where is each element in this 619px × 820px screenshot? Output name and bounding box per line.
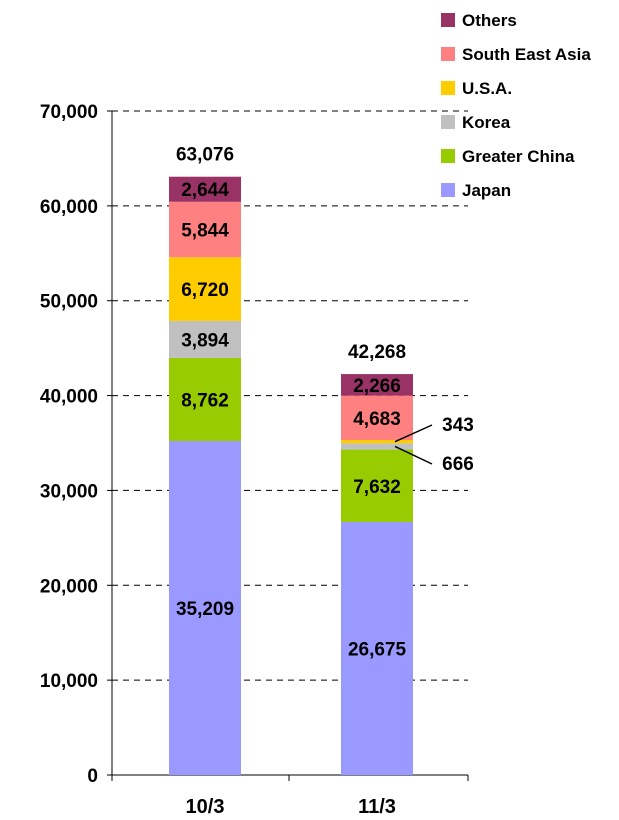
- bar-segment: [341, 374, 413, 396]
- y-tick-label: 20,000: [40, 576, 98, 597]
- bar-segment: [169, 201, 241, 258]
- legend-swatch: [441, 149, 455, 163]
- callout-leader-line: [394, 445, 433, 465]
- bar-total-label: 63,076: [176, 145, 234, 166]
- segment-value-label: 3,894: [181, 330, 229, 351]
- bar-segment: [341, 395, 413, 441]
- legend-swatch: [441, 81, 455, 95]
- x-category-label: 11/3: [358, 796, 396, 818]
- bar-segment: [341, 440, 413, 444]
- callout-value-label: 343: [442, 415, 474, 436]
- segment-value-label: 6,720: [181, 280, 229, 301]
- segment-value-label: 7,632: [353, 477, 401, 498]
- legend-swatch: [441, 115, 455, 129]
- legend-label: U.S.A.: [462, 79, 512, 98]
- gridlines: [112, 110, 468, 681]
- y-tick-label: 30,000: [40, 481, 98, 502]
- bar-segment: [341, 443, 413, 450]
- bar-segment: [169, 357, 241, 442]
- bar-segment: [169, 320, 241, 358]
- legend-label: Korea: [462, 113, 511, 132]
- y-tick-label: 50,000: [40, 292, 98, 313]
- legend-label: Greater China: [462, 147, 575, 166]
- legend-label: South East Asia: [462, 45, 591, 64]
- bars: [169, 176, 413, 775]
- legend: Others South East Asia U.S.A. Korea Greater …: [441, 11, 591, 200]
- segment-value-label: 2,266: [353, 376, 401, 397]
- legend-swatch: [441, 47, 455, 61]
- callout-value-label: 666: [442, 454, 474, 475]
- legend-label: Japan: [462, 181, 511, 200]
- axes: 0 10,000 20,000 30,000 40,000 50,000 60,000 70,…: [40, 102, 469, 818]
- bar-segment: [169, 257, 241, 321]
- segment-value-label: 35,209: [176, 599, 234, 620]
- x-category-label: 10/3: [186, 796, 225, 818]
- segment-value-label: 5,844: [181, 221, 229, 242]
- legend-swatch: [441, 183, 455, 197]
- data-labels: 35,209 8,762 3,894 6,720 5,844 2,644 63,076 26,…: [176, 145, 474, 661]
- bar-segment: [169, 176, 241, 202]
- legend-swatch: [441, 13, 455, 27]
- bar-total-label: 42,268: [348, 342, 406, 363]
- y-tick-label: 0: [87, 766, 98, 787]
- bar-segment: [169, 441, 241, 775]
- y-tick-label: 40,000: [40, 387, 98, 408]
- y-tick-label: 60,000: [40, 197, 98, 218]
- callout-leader-line: [394, 424, 433, 443]
- segment-value-label: 26,675: [348, 639, 407, 660]
- y-tick-label: 70,000: [40, 102, 98, 123]
- segment-value-label: 8,762: [181, 390, 229, 411]
- bar-segment: [341, 521, 413, 775]
- legend-label: Others: [462, 11, 517, 30]
- bar-segment: [341, 449, 413, 522]
- segment-value-label: 2,644: [181, 180, 229, 201]
- segment-value-label: 4,683: [353, 409, 401, 430]
- y-tick-label: 10,000: [40, 671, 98, 692]
